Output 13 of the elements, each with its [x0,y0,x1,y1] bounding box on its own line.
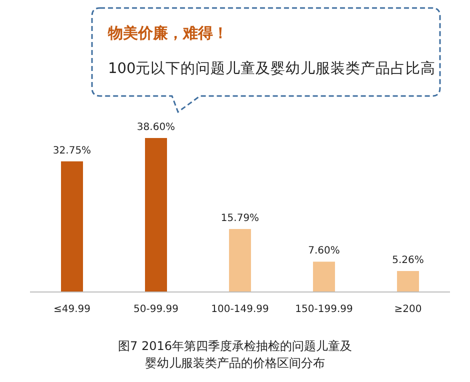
caption: 图7 2016年第四季度承检抽检的问题儿童及婴幼儿服装类产品的价格区间分布 [117,338,353,372]
data-label: 32.75% [52,145,92,156]
data-label: 38.60% [136,122,176,133]
x-tick-label: 50-99.99 [134,304,178,315]
data-label: 7.60% [308,246,340,257]
data-label: 5.26% [392,255,424,266]
text: 100元以下的问题儿童及婴幼儿服装类产品占比高 [108,60,436,77]
x-tick-label: ≥200 [394,304,422,315]
text: 物美价廉，难得！ [107,24,228,42]
x-tick-label: 100-149.99 [211,304,269,315]
data-label: 15.79% [220,213,260,224]
x-tick-label: 150-199.99 [295,304,353,315]
x-tick-label: ≤49.99 [53,304,91,315]
